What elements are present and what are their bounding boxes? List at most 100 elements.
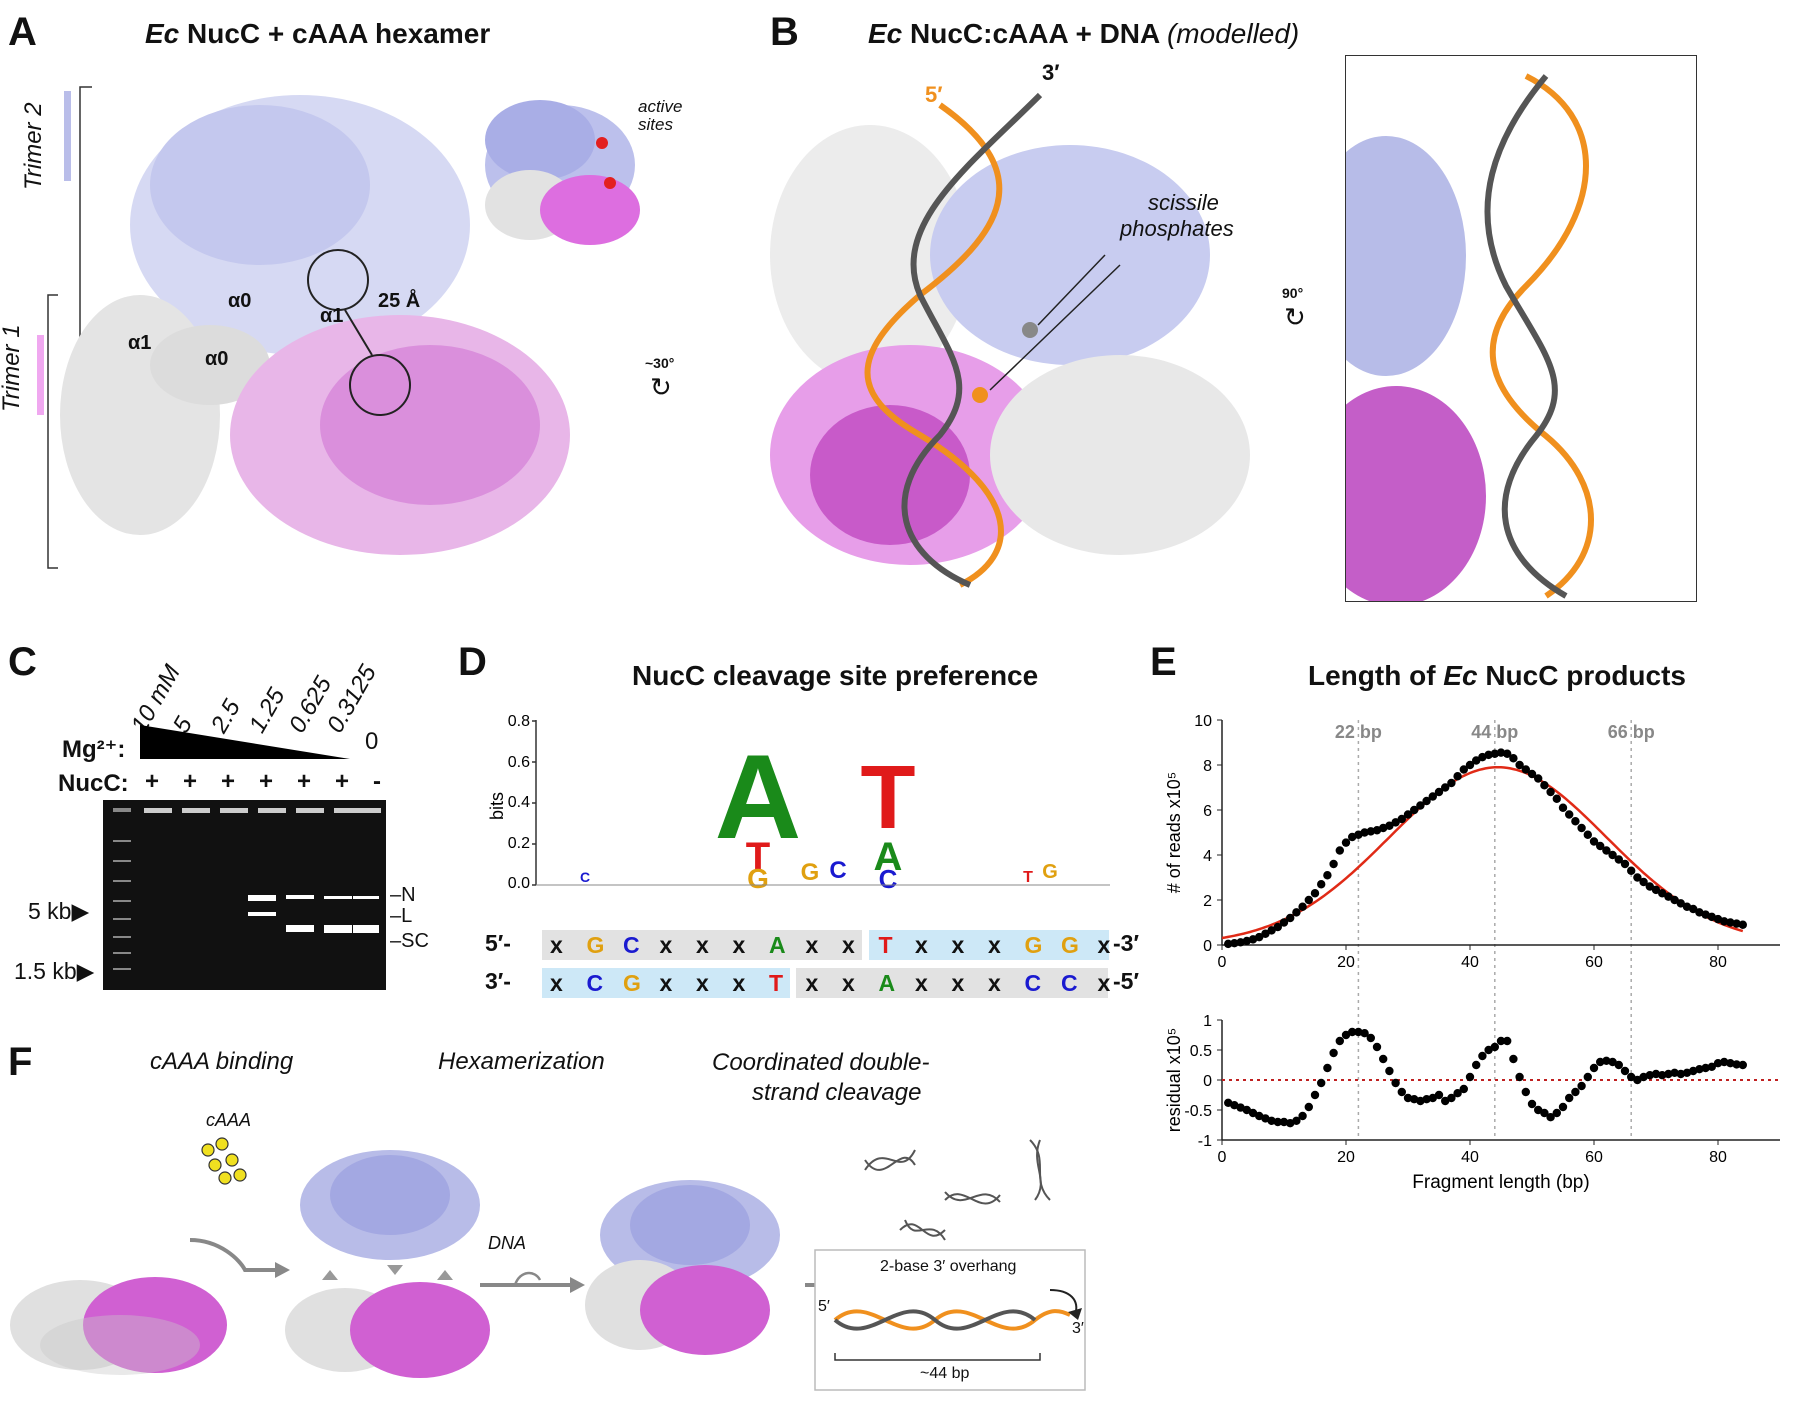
data-point-17 — [1329, 859, 1338, 869]
base-strand2-6: T — [769, 970, 784, 996]
sequence-logo: bits 0.8 0.6 0.4 0.2 0.0 A T T A G G C C… — [487, 713, 1110, 894]
distance-line — [344, 309, 373, 356]
panel-letter-b: B — [770, 10, 799, 54]
data-point-1 — [1230, 939, 1239, 948]
conc-label-zero: 0 — [365, 728, 379, 755]
logo-letter-t: T — [861, 748, 916, 848]
base-strand2-10: x — [915, 970, 928, 996]
data-point-7 — [1267, 926, 1276, 935]
data-point-27 — [1391, 818, 1400, 827]
data-point-75 — [1689, 904, 1698, 914]
mechanism-schematic — [10, 1137, 1086, 1391]
residual-point-44 — [1496, 1036, 1506, 1046]
data-point-47 — [1515, 760, 1524, 770]
data-point-58 — [1583, 830, 1592, 839]
data-point-31 — [1416, 801, 1425, 810]
data-point-34 — [1434, 787, 1444, 797]
residual-point-25 — [1379, 1054, 1388, 1064]
top-ylabel: # of reads x10⁵ — [1164, 772, 1184, 894]
hexamer-top — [300, 1150, 480, 1260]
data-point-16 — [1323, 871, 1332, 880]
panel-b-title-rest: NucC:cAAA + DNA — [902, 18, 1167, 49]
data-point-55 — [1565, 810, 1574, 819]
top-ytick-0: 10 — [1194, 713, 1212, 730]
residual-point-57 — [1577, 1081, 1586, 1091]
base-strand2-0: x — [550, 970, 563, 996]
top-ytick-5: 0 — [1203, 938, 1212, 955]
base-strand1-4: x — [696, 932, 709, 958]
bottom-ytick-0: 1 — [1203, 1013, 1212, 1030]
data-point-5 — [1255, 932, 1264, 942]
active-site-circle-2 — [349, 354, 411, 416]
top-xtick-3: 60 — [1585, 954, 1603, 971]
residual-point-28 — [1397, 1087, 1406, 1097]
data-point-73 — [1676, 899, 1685, 908]
strand1-right: -3′ — [1113, 930, 1139, 956]
data-point-37 — [1453, 772, 1462, 781]
active-site-circle-1 — [307, 249, 369, 311]
data-point-43 — [1490, 749, 1499, 758]
gel-bands — [113, 808, 381, 970]
data-point-22 — [1360, 828, 1369, 837]
data-point-50 — [1534, 774, 1543, 783]
nucc-sign-0: + — [145, 768, 160, 795]
residual-point-52 — [1546, 1113, 1555, 1122]
base-strand2-2: G — [623, 970, 641, 996]
five-prime-label-b: 5′ — [925, 82, 943, 107]
data-point-46 — [1509, 754, 1518, 763]
residual-point-41 — [1478, 1051, 1487, 1061]
overhang-box — [814, 1249, 1086, 1391]
cAAA-label: cAAA — [206, 1110, 252, 1130]
data-point-14 — [1310, 889, 1320, 898]
base-strand1-2: C — [623, 932, 640, 958]
residual-point-20 — [1348, 1027, 1357, 1037]
residual-point-46 — [1509, 1054, 1518, 1064]
top-ytick-4: 2 — [1203, 893, 1212, 910]
base-strand2-11: x — [951, 970, 965, 996]
data-point-19 — [1341, 838, 1351, 847]
strand1-left: 5′- — [485, 930, 511, 956]
panel-letter-a: A — [8, 10, 37, 54]
residual-point-58 — [1583, 1072, 1592, 1082]
bottom-xtick-3: 60 — [1585, 1149, 1603, 1166]
band-sc-label: –SC — [390, 930, 429, 952]
base-strand2-1: C — [586, 970, 604, 996]
data-point-0 — [1224, 939, 1233, 949]
residual-point-59 — [1589, 1063, 1599, 1073]
panel-a-structure — [37, 86, 640, 569]
distance-label: 25 Å — [378, 290, 421, 312]
data-point-6 — [1261, 929, 1270, 938]
alpha0-label-1: α0 — [228, 290, 252, 312]
active-sites-line-1: active — [638, 97, 683, 116]
trimer1-label: Trimer 1 — [0, 324, 25, 412]
data-point-56 — [1571, 817, 1580, 826]
strand1-blue-box — [869, 930, 1109, 960]
data-point-82 — [1732, 919, 1741, 928]
residual-point-83 — [1738, 1060, 1747, 1070]
base-strand2-7: x — [805, 970, 819, 996]
residual-point-13 — [1304, 1102, 1313, 1112]
dna-helix-b — [864, 92, 1043, 588]
base-strand2-4: x — [696, 970, 709, 996]
bottom-ytick-4: -1 — [1198, 1133, 1212, 1150]
top-ytick-1: 8 — [1203, 758, 1212, 775]
residual-point-78 — [1707, 1062, 1716, 1071]
base-strand1-1: G — [586, 932, 605, 958]
data-point-68 — [1645, 882, 1654, 891]
bottom-ytick-3: -0.5 — [1184, 1103, 1212, 1120]
data-point-23 — [1366, 827, 1375, 836]
logo-letter-a-small: A — [874, 835, 903, 879]
data-point-26 — [1385, 821, 1394, 830]
data-point-11 — [1292, 908, 1301, 917]
panel-b-title: Ec NucC:cAAA + DNA (modelled) — [868, 18, 1299, 50]
data-point-80 — [1720, 917, 1729, 926]
scissile-label: scissile phosphates — [1120, 190, 1234, 242]
nucc-sign-1: + — [183, 768, 198, 795]
data-point-52 — [1546, 787, 1555, 797]
data-point-9 — [1279, 918, 1289, 927]
panel-b-structure — [770, 92, 1250, 588]
data-point-38 — [1459, 765, 1468, 774]
panel-b-title-ec: Ec — [868, 18, 903, 49]
data-point-66 — [1633, 873, 1642, 882]
panel-e-title-ec: Ec — [1443, 660, 1478, 691]
